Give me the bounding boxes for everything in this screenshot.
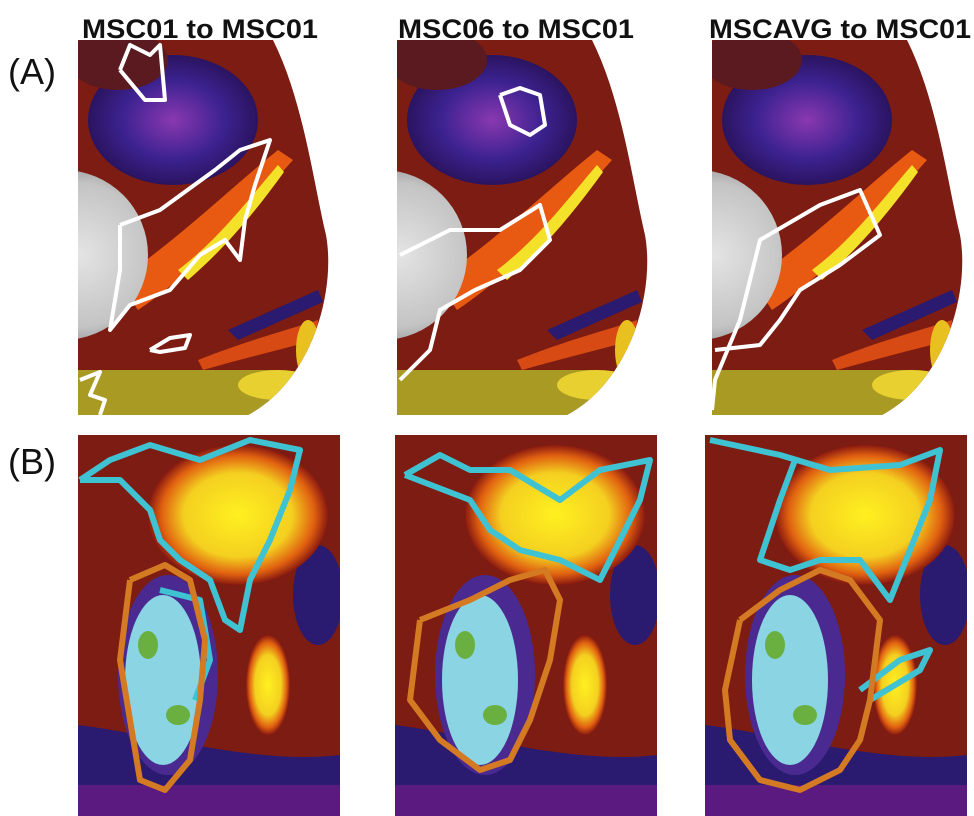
row-label: (A) (8, 51, 56, 92)
brain-map (78, 435, 343, 816)
figure: MSC01 to MSC01 MSC06 to MSC01 MSCAVG to … (0, 0, 974, 816)
brain-map (395, 435, 660, 816)
brain-map (612, 30, 972, 420)
column-title: MSCAVG to MSC01 (709, 14, 971, 44)
row-label: (B) (8, 441, 56, 482)
column-title: MSC01 to MSC01 (82, 14, 318, 44)
brain-map (297, 30, 657, 420)
column-title: MSC06 to MSC01 (398, 14, 634, 44)
